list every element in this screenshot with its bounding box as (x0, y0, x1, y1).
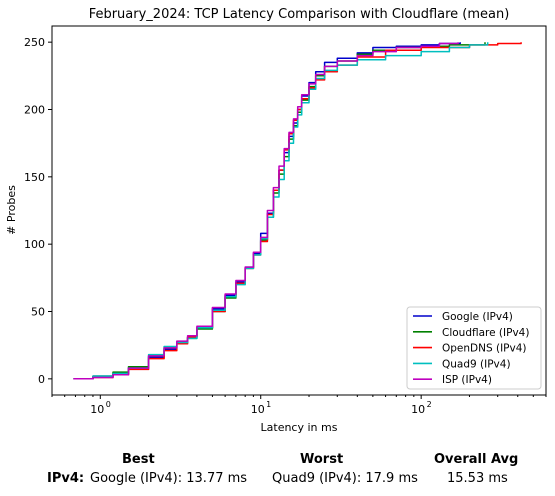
worst-header: Worst (300, 452, 344, 467)
x-tick-exponent: 0 (106, 400, 111, 409)
x-tick-exponent: 1 (266, 400, 271, 409)
legend-label: Cloudflare (IPv4) (442, 327, 529, 339)
plot-frame (51, 25, 547, 396)
x-axis-label: Latency in ms (261, 421, 338, 434)
y-axis-ticks: 0 50 100 150 200 250 (24, 36, 52, 386)
y-tick-label: 100 (24, 238, 45, 251)
ipv4-row-label: IPv4: (47, 471, 85, 486)
best-header: Best (122, 452, 155, 467)
best-value: Google (IPv4): 13.77 ms (90, 471, 248, 486)
x-tick-label: 10 (90, 403, 104, 416)
legend-label: OpenDNS (IPv4) (442, 343, 527, 355)
chart-title: February_2024: TCP Latency Comparison wi… (89, 7, 510, 22)
y-tick-label: 250 (24, 36, 45, 49)
latency-cdf-chart: February_2024: TCP Latency Comparison wi… (5, 7, 547, 434)
y-tick-label: 0 (38, 373, 45, 386)
overall-avg-value: 15.53 ms (447, 471, 508, 486)
y-tick-label: 150 (24, 171, 45, 184)
x-tick-label: 10 (411, 403, 425, 416)
y-tick-label: 200 (24, 103, 45, 116)
series-line (73, 42, 459, 380)
x-axis-ticks: 10 0 10 1 10 2 (51, 395, 547, 416)
y-axis-label: # Probes (5, 185, 18, 235)
legend-label: Google (IPv4) (442, 311, 513, 323)
y-tick-label: 50 (31, 306, 45, 319)
legend-items: Google (IPv4) Cloudflare (IPv4) OpenDNS (I… (413, 311, 529, 386)
worst-value: Quad9 (IPv4): 17.9 ms (272, 471, 418, 486)
legend-label: ISP (IPv4) (442, 374, 492, 386)
x-tick-exponent: 2 (427, 400, 432, 409)
series-lines (73, 42, 522, 380)
legend-box (406, 306, 542, 390)
legend: Google (IPv4) Cloudflare (IPv4) OpenDNS (I… (406, 306, 542, 390)
legend-label: Quad9 (IPv4) (442, 358, 511, 370)
x-tick-label: 10 (251, 403, 265, 416)
overall-avg-header: Overall Avg (434, 452, 519, 467)
